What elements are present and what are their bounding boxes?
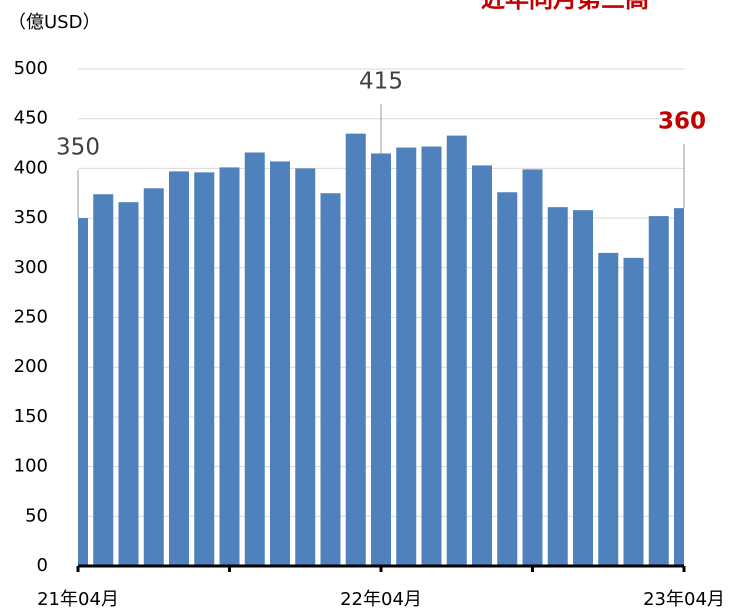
x-tick-label: 23年04月 — [643, 589, 725, 610]
bar — [169, 171, 189, 566]
bar — [194, 172, 215, 566]
bar — [371, 153, 391, 567]
y-tick-label: 100 — [14, 456, 48, 477]
bar — [446, 135, 467, 566]
bar — [522, 169, 543, 567]
data-label: 415 — [359, 69, 403, 95]
y-tick-label: 450 — [14, 108, 48, 129]
bar — [623, 257, 644, 566]
bar — [244, 152, 265, 566]
bar — [497, 192, 518, 567]
bar — [219, 167, 240, 566]
unit-label: （億USD） — [8, 12, 100, 33]
y-tick-label: 250 — [14, 307, 48, 328]
x-tick-label: 22年04月 — [340, 589, 422, 610]
bar — [472, 165, 492, 566]
y-tick-label: 500 — [14, 58, 48, 79]
y-tick-label: 50 — [25, 505, 48, 526]
bar — [78, 218, 88, 566]
y-tick-label: 150 — [14, 406, 48, 427]
data-label: 360 — [658, 109, 706, 135]
bar — [547, 207, 568, 566]
y-tick-label: 200 — [14, 356, 48, 377]
y-tick-label: 300 — [14, 257, 48, 278]
x-tick-label: 21年04月 — [37, 589, 119, 610]
bar — [345, 133, 366, 567]
data-label: 350 — [56, 135, 100, 161]
chart-title: 近年同月第三高 — [481, 0, 649, 13]
bar — [295, 168, 316, 566]
bar — [320, 193, 341, 566]
bar — [118, 202, 139, 567]
y-tick-label: 400 — [14, 157, 48, 178]
bar — [93, 194, 114, 566]
bar — [143, 188, 164, 566]
bar — [648, 216, 669, 566]
bar — [270, 161, 290, 566]
y-tick-label: 0 — [37, 555, 48, 576]
bar — [674, 208, 684, 566]
y-tick-label: 350 — [14, 207, 48, 228]
bar — [573, 210, 593, 566]
bar — [396, 147, 417, 566]
bar — [421, 146, 442, 567]
bar — [598, 252, 619, 566]
